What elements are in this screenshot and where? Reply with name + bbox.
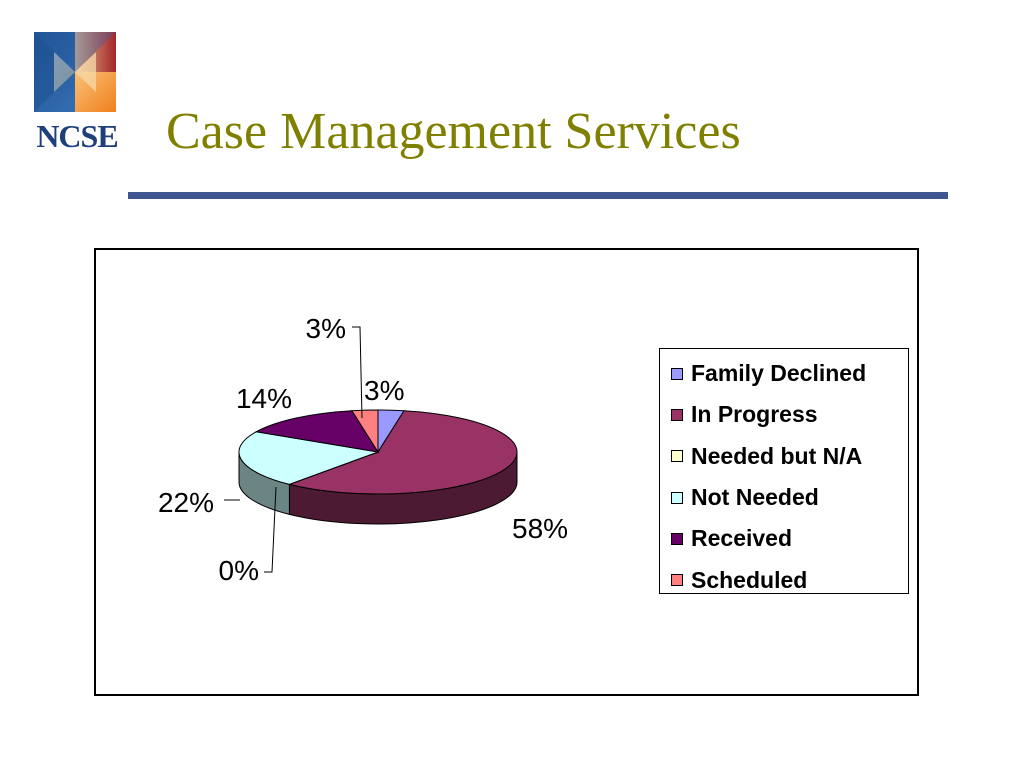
legend-item: Scheduled	[660, 559, 908, 600]
data-label: 14%	[236, 383, 292, 414]
legend-swatch	[671, 450, 683, 463]
legend-item: Needed but N/A	[660, 436, 908, 477]
data-label: 3%	[306, 313, 346, 344]
legend-item: In Progress	[660, 394, 908, 435]
legend-label: Received	[691, 525, 793, 552]
title-divider	[128, 192, 948, 199]
pie-slice	[238, 431, 380, 485]
legend-swatch	[671, 532, 683, 545]
legend-swatch	[671, 491, 683, 504]
legend-item: Family Declined	[660, 353, 908, 394]
data-label: 58%	[512, 513, 568, 544]
legend-swatch	[671, 574, 683, 587]
legend-item: Not Needed	[660, 477, 908, 518]
legend-label: Scheduled	[691, 566, 808, 593]
pie-slice	[287, 410, 518, 495]
data-label: 0%	[219, 555, 259, 586]
chart-area: 3% 58% 0% 22% 14% 3% Family Declined In Progre…	[94, 248, 919, 696]
pie-slice	[254, 410, 380, 453]
leader-line	[264, 486, 277, 573]
legend-label: Not Needed	[691, 484, 819, 511]
page-title: Case Management Services	[166, 103, 741, 160]
legend-swatch	[671, 367, 683, 380]
ncse-logo	[34, 32, 118, 162]
legend-label: In Progress	[691, 401, 818, 428]
pie-chart: 3% 58% 0% 22% 14% 3%	[158, 313, 568, 586]
chart-legend: Family Declined In Progress Needed but N/A…	[659, 348, 909, 594]
legend-label: Family Declined	[691, 360, 867, 387]
leader-line	[352, 326, 363, 419]
legend-label: Needed but N/A	[691, 442, 863, 469]
data-label: 3%	[364, 375, 404, 406]
legend-swatch	[671, 408, 683, 421]
legend-item: Received	[660, 518, 908, 559]
pie-slice	[351, 409, 379, 454]
data-label: 22%	[158, 487, 214, 518]
logo-text: NCSE	[36, 118, 118, 154]
